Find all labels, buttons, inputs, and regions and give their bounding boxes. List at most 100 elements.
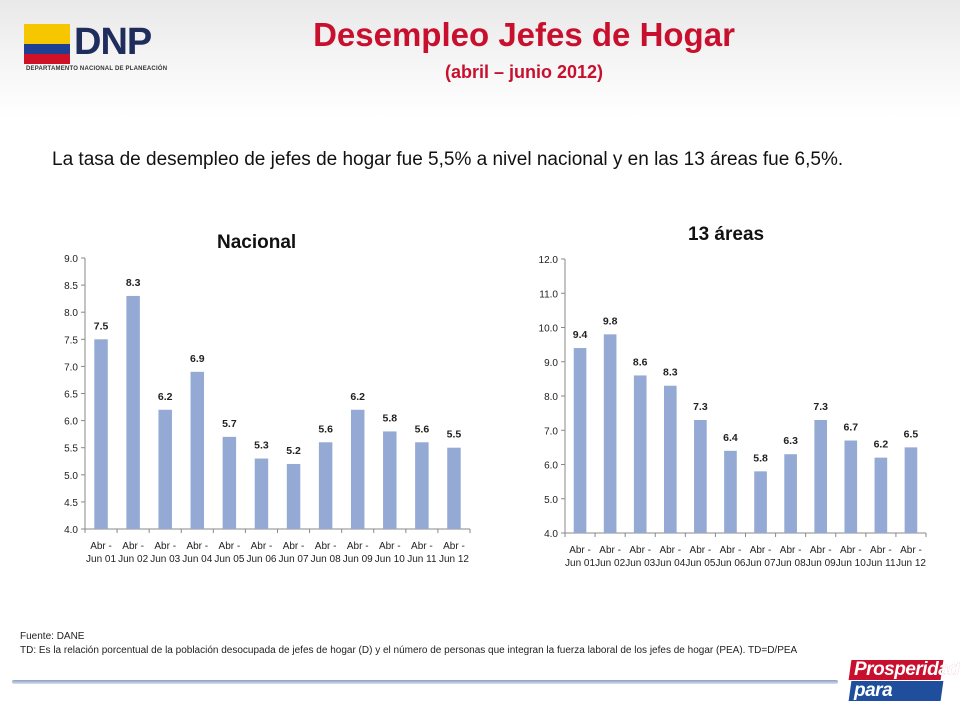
y-tick-label: 7.0 (544, 426, 558, 437)
x-tick-label: Jun 09 (806, 558, 836, 569)
y-tick-label: 7.5 (64, 335, 78, 346)
bar-value-label: 8.6 (633, 356, 648, 368)
x-tick-label: Jun 04 (655, 558, 685, 569)
x-tick-label: Abr - (569, 545, 591, 556)
bar-value-label: 6.2 (158, 391, 173, 403)
bar (350, 409, 365, 529)
bar-value-label: 5.3 (254, 440, 269, 452)
definition-note: TD: Es la relación porcentual de la pobl… (20, 645, 798, 656)
bar (383, 431, 397, 529)
x-tick-label: Abr - (810, 545, 832, 556)
bar (126, 295, 140, 529)
x-tick-label: Jun 07 (746, 558, 776, 569)
bar-value-label: 6.2 (350, 391, 365, 403)
x-tick-label: Jun 03 (150, 554, 180, 565)
bar-value-label: 6.4 (723, 432, 738, 444)
x-tick-label: Jun 11 (866, 558, 896, 569)
bar-value-label: 5.5 (447, 429, 462, 441)
x-tick-label: Abr - (900, 545, 922, 556)
x-tick-label: Jun 03 (625, 558, 655, 569)
bar (222, 436, 237, 529)
y-tick-label: 6.0 (64, 417, 78, 428)
bar (814, 419, 828, 533)
bar-value-label: 6.2 (874, 439, 889, 451)
x-tick-label: Jun 10 (836, 558, 866, 569)
chart-title-nacional: Nacional (217, 232, 297, 253)
slogan-line1: Prosperidad (854, 659, 960, 680)
chart-nacional: 4.0 4.5 5.0 5.5 6.0 6.5 7.0 7.5 8.0 8.5 9.0 7.5 Abr … (64, 254, 471, 565)
x-tick-label: Abr - (315, 541, 337, 552)
y-tick-label: 8.5 (64, 281, 78, 292)
bar (784, 454, 797, 533)
x-tick-label: Abr - (154, 541, 176, 552)
x-tick-label: Jun 04 (182, 554, 212, 565)
y-tick-label: 6.0 (544, 461, 558, 472)
bar (663, 385, 677, 533)
x-tick-label: Jun 02 (595, 558, 625, 569)
bar (633, 375, 647, 533)
bar (573, 348, 587, 533)
y-tick-label: 5.5 (64, 444, 78, 455)
logo-text: DNP (74, 21, 152, 63)
x-tick-label: Abr - (186, 541, 208, 552)
y-tick-label: 5.0 (64, 471, 78, 482)
bar (286, 463, 301, 529)
y-tick-label: 4.5 (64, 498, 78, 509)
y-tick-label: 9.0 (544, 358, 558, 369)
header-band (0, 0, 960, 118)
x-tick-label: Abr - (599, 545, 621, 556)
footer: Fuente: DANE TD: Es la relación porcentu… (20, 630, 880, 658)
slogan-line2: para todos (854, 680, 904, 721)
y-tick-label: 8.0 (64, 308, 78, 319)
bar-value-label: 7.3 (693, 401, 708, 413)
x-tick-label: Abr - (411, 541, 433, 552)
bar-value-label: 7.3 (813, 401, 828, 413)
x-tick-label: Abr - (347, 541, 369, 552)
x-tick-label: Abr - (780, 545, 802, 556)
y-tick-label: 6.5 (64, 390, 78, 401)
bar (874, 457, 888, 533)
bar (724, 450, 737, 533)
bar-value-label: 5.2 (286, 445, 301, 457)
bar (254, 458, 269, 529)
bar (694, 419, 707, 533)
x-tick-label: Abr - (283, 541, 305, 552)
bar-value-label: 6.5 (904, 428, 919, 440)
bar (158, 409, 172, 529)
x-tick-label: Abr - (690, 545, 712, 556)
x-tick-label: Jun 05 (685, 558, 715, 569)
intro-text: La tasa de desempleo de jefes de hogar f… (52, 149, 844, 170)
bar (318, 442, 333, 529)
logo-subtitle: DEPARTAMENTO NACIONAL DE PLANEACIÓN (26, 66, 168, 72)
bar-value-label: 8.3 (663, 367, 678, 379)
x-tick-label: Abr - (90, 541, 112, 552)
bar-value-label: 6.7 (843, 422, 858, 434)
x-tick-label: Jun 08 (776, 558, 806, 569)
x-tick-label: Jun 07 (279, 554, 309, 565)
x-tick-label: Jun 02 (118, 554, 148, 565)
bar-value-label: 5.7 (222, 418, 237, 430)
bar-value-label: 6.9 (190, 353, 205, 365)
x-tick-label: Abr - (840, 545, 862, 556)
x-tick-label: Abr - (122, 541, 144, 552)
y-tick-label: 5.0 (544, 495, 558, 506)
y-tick-label: 9.0 (64, 254, 78, 265)
page-subtitle: (abril – junio 2012) (444, 62, 604, 82)
y-tick-label: 8.0 (544, 392, 558, 403)
prosperidad-logo: Prosperidad para todos (846, 658, 960, 721)
y-tick-label: 10.0 (539, 324, 559, 335)
x-tick-label: Jun 09 (343, 554, 373, 565)
x-tick-label: Abr - (379, 541, 401, 552)
bar (754, 471, 767, 533)
x-tick-label: Jun 05 (214, 554, 244, 565)
x-tick-label: Jun 11 (407, 554, 437, 565)
bar-value-label: 5.8 (753, 452, 768, 464)
bar (904, 447, 918, 533)
bar-value-label: 5.8 (382, 412, 397, 424)
x-tick-label: Jun 06 (246, 554, 276, 565)
bar (844, 440, 858, 533)
x-tick-label: Abr - (659, 545, 681, 556)
x-tick-label: Abr - (219, 541, 241, 552)
y-tick-label: 4.0 (64, 525, 78, 536)
